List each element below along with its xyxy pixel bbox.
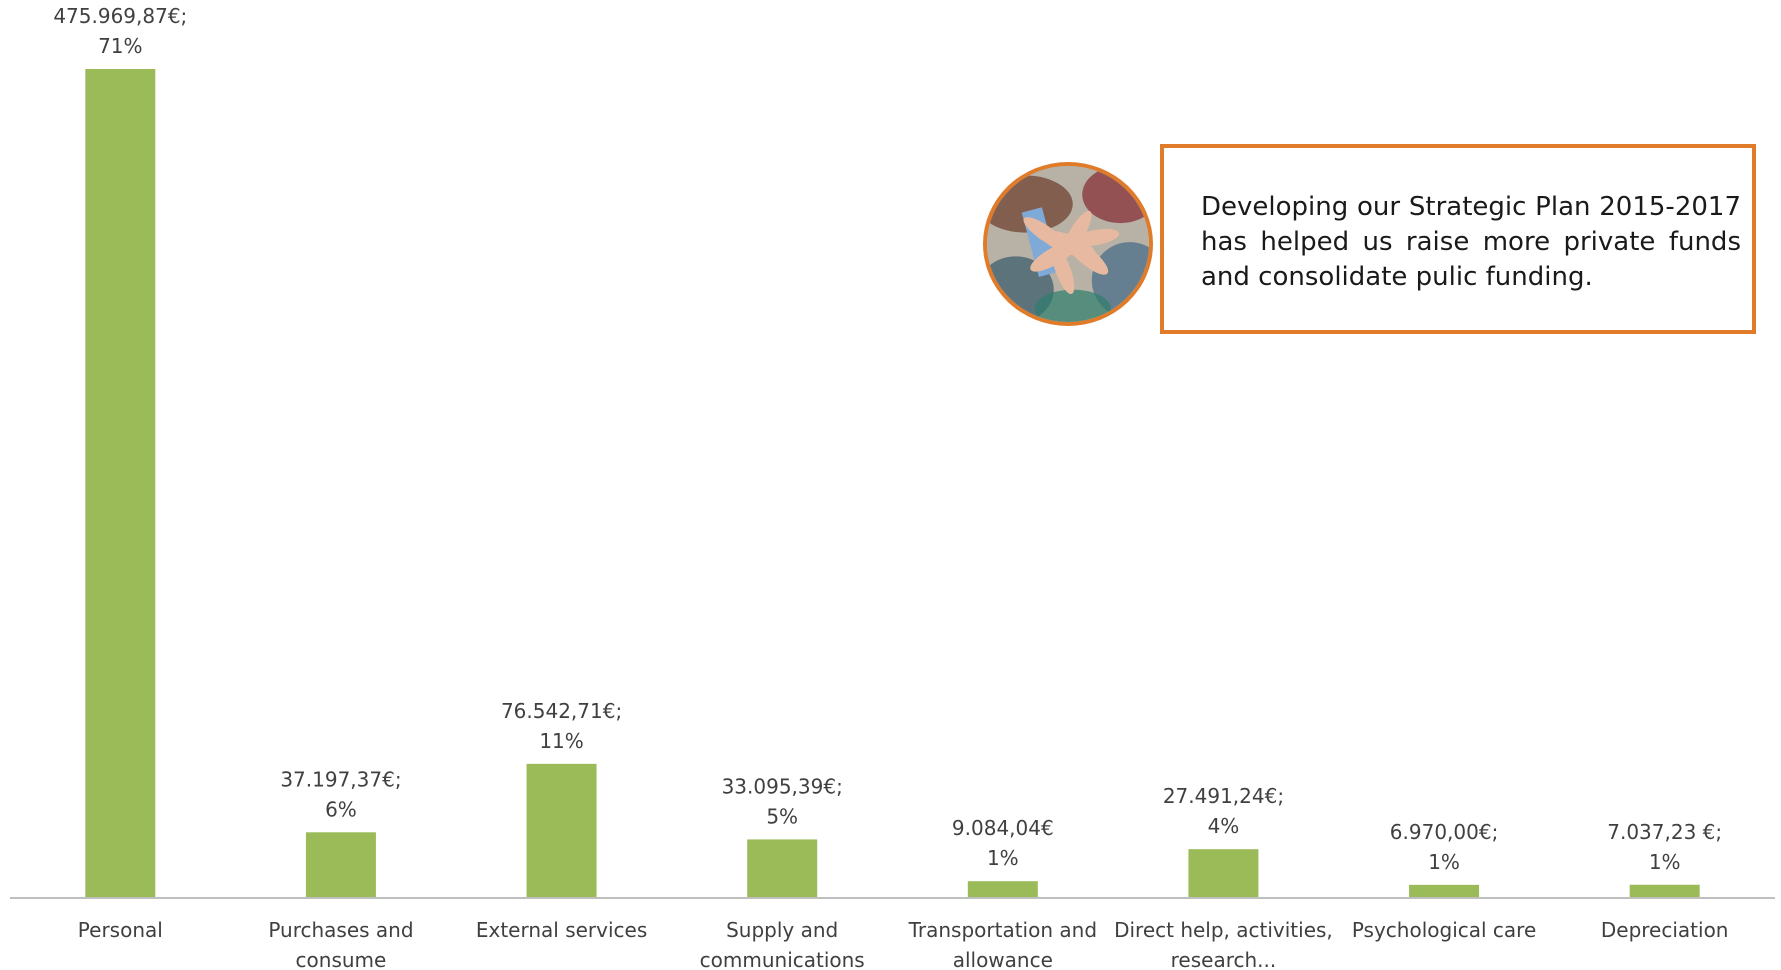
data-label: 33.095,39€; 5% [722, 774, 843, 828]
data-label: 9.084,04€ 1% [952, 816, 1054, 870]
data-label: 27.491,24€; 4% [1163, 784, 1284, 838]
callout-text: Developing our Strategic Plan 2015-2017 … [1201, 192, 1741, 292]
x-tick-label: External services [476, 918, 647, 942]
bar [305, 832, 376, 897]
data-label: 475.969,87€; 71% [53, 4, 187, 58]
x-tick-label: Transportation and allowance [908, 918, 1097, 970]
bar [1409, 884, 1480, 897]
bar [967, 881, 1038, 897]
data-label: 37.197,37€; 6% [280, 767, 401, 821]
x-tick-label: Personal [78, 918, 163, 942]
bar [1188, 849, 1259, 897]
data-label: 7.037,23 €; 1% [1607, 820, 1722, 874]
data-label: 76.542,71€; 11% [501, 699, 622, 753]
x-tick-label: Direct help, activities, research... [1114, 918, 1333, 970]
callout-box: Developing our Strategic Plan 2015-2017 … [1160, 144, 1756, 334]
hands-together-photo [983, 162, 1153, 326]
data-label: 6.970,00€; 1% [1390, 820, 1499, 874]
x-tick-label: Depreciation [1601, 918, 1729, 942]
x-tick-label: Psychological care [1352, 918, 1536, 942]
bar [1629, 884, 1700, 897]
data-labels-group: 475.969,87€; 71% 37.197,37€; 6% 76.542,71€; 1… [53, 4, 1722, 874]
x-tick-labels-group: Personal Purchases and consume External ser… [78, 918, 1729, 970]
bar [526, 763, 597, 897]
bar [85, 69, 156, 897]
x-tick-label: Purchases and consume [268, 918, 413, 970]
x-tick-label: Supply and communications [700, 918, 865, 970]
bar [747, 839, 818, 897]
bars-group [85, 69, 1700, 897]
